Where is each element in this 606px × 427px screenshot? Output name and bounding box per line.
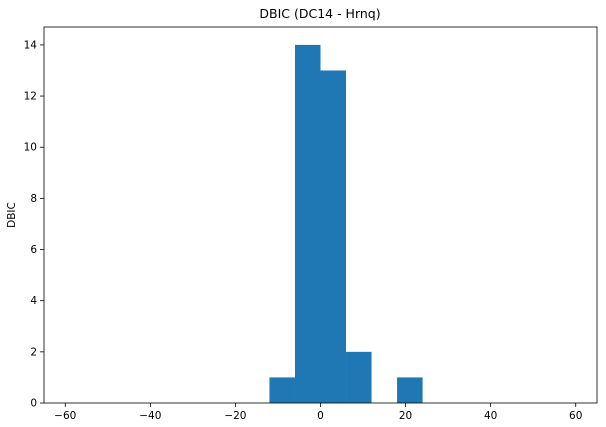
x-axis-ticks: −60 −40 −20 0 20 40 60 — [54, 403, 582, 422]
x-tick-label: −20 — [224, 410, 246, 422]
x-tick-label: 0 — [317, 410, 324, 422]
histogram-bar-3 — [346, 351, 372, 403]
histogram-bar-2 — [320, 70, 347, 403]
x-tick-label: −60 — [54, 410, 76, 422]
chart-title: DBIC (DC14 - Hrnq) — [259, 6, 380, 21]
y-tick-label: 4 — [30, 295, 37, 307]
y-tick-label: 12 — [24, 91, 37, 103]
x-tick-label: 20 — [399, 410, 412, 422]
y-tick-label: 14 — [24, 39, 38, 51]
x-tick-label: 60 — [569, 410, 582, 422]
y-tick-label: 8 — [30, 193, 37, 205]
y-tick-label: 10 — [24, 142, 37, 154]
y-tick-label: 2 — [30, 346, 37, 358]
y-axis-ticks: 0 2 4 6 8 10 12 14 — [24, 39, 44, 410]
y-axis-label: DBIC — [6, 202, 18, 228]
y-tick-label: 0 — [30, 398, 37, 410]
histogram-bar-1 — [294, 44, 321, 404]
x-tick-label: 40 — [484, 410, 497, 422]
histogram-bars — [269, 44, 423, 404]
x-tick-label: −40 — [139, 410, 161, 422]
y-tick-label: 6 — [30, 244, 37, 256]
histogram-bar-0 — [269, 377, 295, 403]
histogram-bar-5 — [397, 377, 423, 403]
